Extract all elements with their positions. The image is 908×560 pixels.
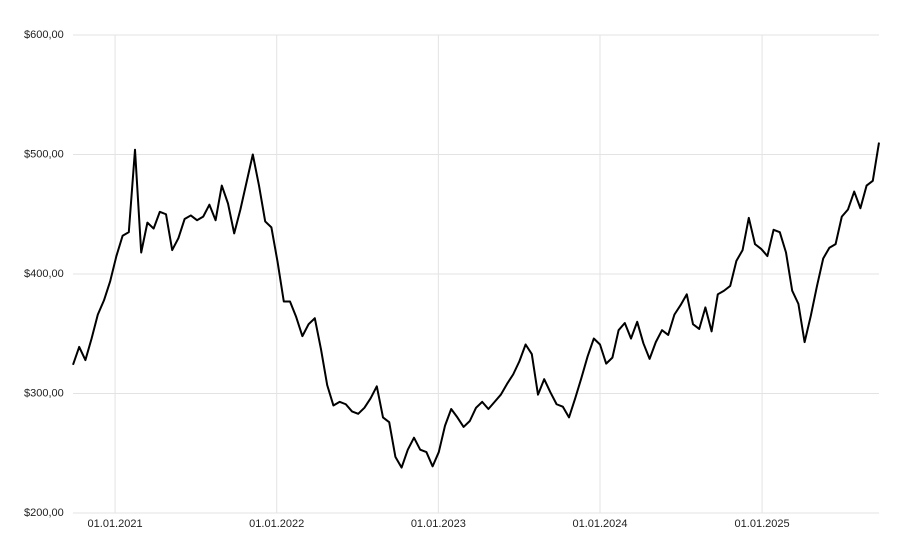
x-tick-label: 01.01.2022 [249,518,304,530]
x-tick-label: 01.01.2023 [411,518,466,530]
y-tick-label: $500,00 [24,148,64,160]
x-tick-label: 01.01.2024 [572,518,627,530]
price-line [72,142,880,469]
y-tick-label: $300,00 [24,387,64,399]
y-tick-label: $600,00 [24,29,64,41]
y-tick-label: $400,00 [24,268,64,280]
y-tick-label: $200,00 [24,507,64,519]
x-tick-label: 01.01.2021 [88,518,143,530]
x-tick-label: 01.01.2025 [735,518,790,530]
